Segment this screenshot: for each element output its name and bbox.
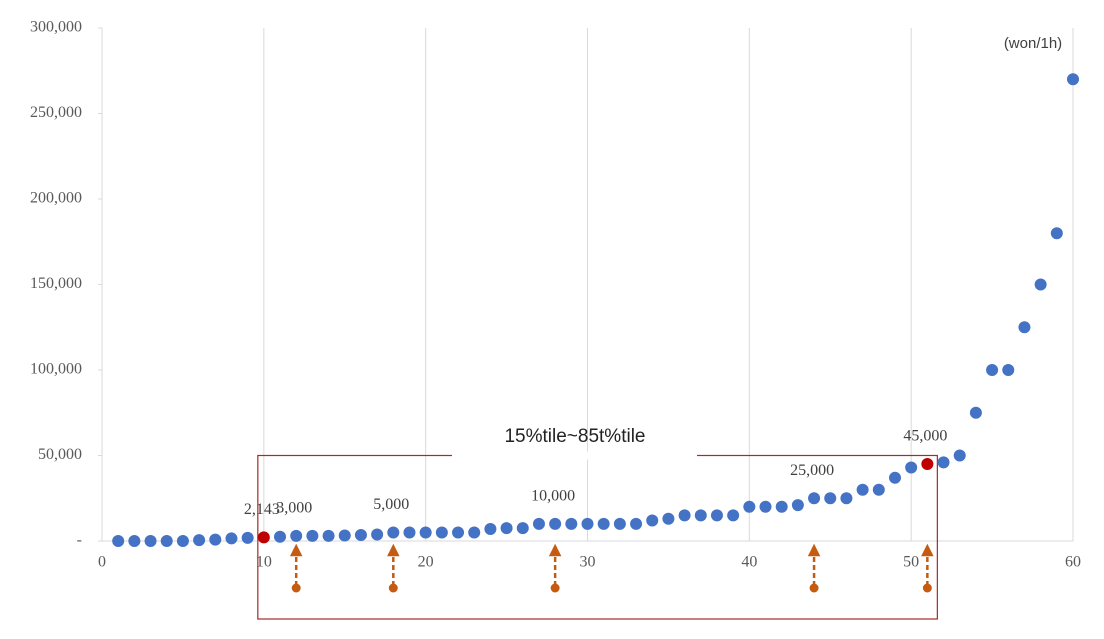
unit-label: (won/1h) [1004, 35, 1062, 52]
x-tick-label: 10 [256, 554, 272, 571]
point [468, 526, 481, 539]
point [160, 535, 173, 547]
point [937, 456, 950, 469]
point [759, 500, 772, 513]
point [128, 535, 141, 547]
point [274, 530, 287, 543]
arrow-dot [922, 583, 932, 593]
y-tick-label: 200,000 [30, 190, 82, 207]
y-tick-label: 100,000 [30, 361, 82, 378]
point [306, 529, 319, 542]
point [435, 526, 448, 539]
value-label: 45,000 [903, 428, 947, 445]
value-label: 2,143 [244, 501, 280, 518]
point [646, 514, 659, 527]
point [678, 509, 691, 522]
point [144, 535, 157, 547]
point [371, 528, 384, 541]
arrow-dot [291, 583, 301, 593]
point [1034, 278, 1047, 291]
point [565, 517, 578, 530]
arrow-dot [809, 583, 819, 593]
point [209, 533, 222, 546]
point [338, 529, 351, 542]
point [500, 522, 513, 535]
point [662, 512, 675, 525]
x-tick-label: 0 [98, 554, 106, 571]
point [387, 526, 400, 539]
point [290, 529, 303, 542]
point [597, 517, 610, 530]
band-label: 15%tile~85t%tile [504, 426, 645, 447]
x-tick-label: 50 [903, 554, 919, 571]
point [452, 526, 465, 539]
point [872, 483, 885, 496]
point [1050, 227, 1063, 240]
point [808, 492, 821, 505]
point [112, 535, 125, 547]
arrow-dot [388, 583, 398, 593]
point [710, 509, 723, 522]
point [419, 526, 432, 539]
x-tick-label: 60 [1065, 554, 1081, 571]
y-tick-label: 300,000 [30, 19, 82, 36]
point [581, 517, 594, 530]
point [743, 500, 756, 513]
y-tick-label: 150,000 [30, 275, 82, 292]
point [775, 500, 788, 513]
y-tick-label: - [77, 532, 82, 549]
point [840, 492, 853, 505]
point [193, 534, 206, 547]
band-label-bg [452, 451, 697, 460]
point [322, 529, 335, 542]
point [176, 535, 189, 547]
point [969, 406, 982, 419]
value-label: 5,000 [373, 496, 409, 513]
y-tick-label: 250,000 [30, 104, 82, 121]
point [921, 458, 934, 471]
arrow-dot [550, 583, 560, 593]
point [888, 471, 901, 484]
point [225, 532, 238, 545]
value-label: 3,000 [276, 500, 312, 517]
x-tick-label: 30 [580, 554, 596, 571]
point [727, 509, 740, 522]
point [484, 523, 497, 536]
point [791, 499, 804, 512]
point [549, 517, 562, 530]
point [856, 483, 869, 496]
point [532, 517, 545, 530]
point [241, 531, 254, 544]
point [613, 517, 626, 530]
value-label: 25,000 [790, 462, 834, 479]
point [953, 449, 966, 462]
point [1002, 364, 1015, 376]
point [1018, 321, 1031, 334]
point [403, 526, 416, 539]
x-tick-label: 40 [741, 554, 757, 571]
y-tick-label: 50,000 [38, 446, 82, 463]
point [1067, 73, 1079, 86]
point [630, 517, 643, 530]
value-label: 10,000 [531, 488, 575, 505]
point [257, 531, 270, 544]
point [354, 529, 367, 542]
point [986, 364, 999, 376]
point [516, 522, 529, 535]
point [905, 461, 918, 474]
point [824, 492, 837, 505]
x-tick-label: 20 [418, 554, 434, 571]
point [694, 509, 707, 522]
